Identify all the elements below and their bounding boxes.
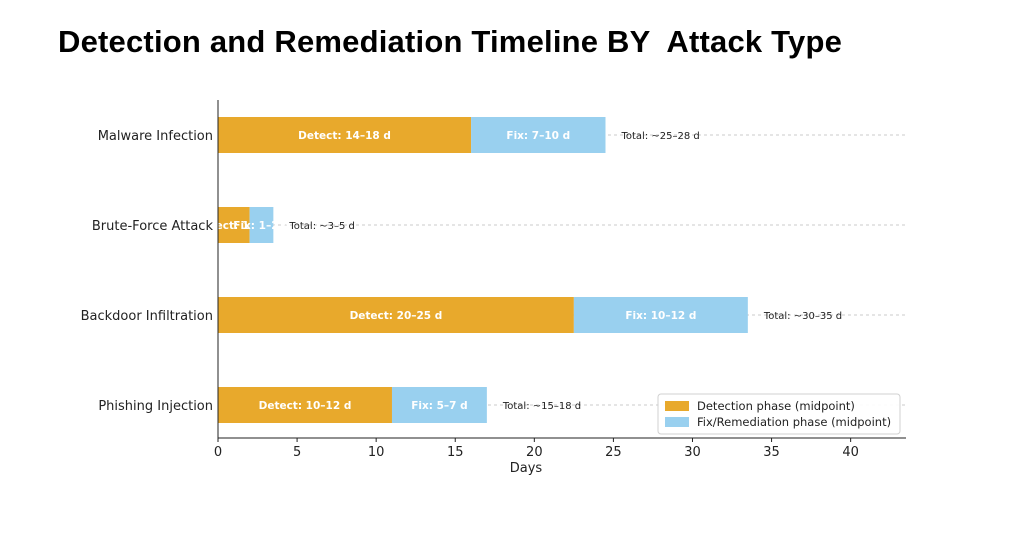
bar-label: Fix: 7–10 d bbox=[506, 130, 570, 142]
x-tick-label: 0 bbox=[214, 445, 222, 460]
x-tick-label: 15 bbox=[447, 445, 464, 460]
x-tick-label: 20 bbox=[526, 445, 543, 460]
bar-detect bbox=[218, 207, 250, 243]
total-label: Total: ~30–35 d bbox=[763, 311, 842, 322]
bar-detect bbox=[218, 387, 392, 423]
x-tick-label: 5 bbox=[293, 445, 301, 460]
category-label: Phishing Injection bbox=[98, 399, 213, 414]
chart-title: Detection and Remediation Timeline BY At… bbox=[58, 24, 843, 59]
category-label: Malware Infection bbox=[98, 129, 213, 144]
x-axis-label: Days bbox=[510, 461, 543, 476]
x-tick-label: 25 bbox=[605, 445, 622, 460]
x-tick-label: 10 bbox=[368, 445, 385, 460]
legend-box bbox=[657, 393, 901, 435]
bar-detect bbox=[218, 117, 472, 153]
bar-label: Fix: 5–7 d bbox=[411, 400, 467, 412]
bar-fix bbox=[249, 207, 274, 243]
legend-label: Fix/Remediation phase (midpoint) bbox=[697, 415, 891, 429]
x-tick-label: 40 bbox=[842, 445, 859, 460]
bar-label: Fix: 1–2 d bbox=[233, 220, 289, 232]
bar-detect bbox=[218, 297, 574, 333]
bar-fix bbox=[471, 117, 606, 153]
x-tick-label: 35 bbox=[763, 445, 780, 460]
category-label: Backdoor Infiltration bbox=[81, 309, 213, 324]
legend-swatch bbox=[665, 417, 689, 427]
total-label: Total: ~3–5 d bbox=[288, 221, 355, 232]
legend-swatch bbox=[665, 401, 689, 411]
x-tick-label: 30 bbox=[684, 445, 701, 460]
bar-label: Detect: 14–18 d bbox=[298, 130, 391, 142]
bar-label: Detect: 10–12 d bbox=[259, 400, 352, 412]
bar-fix bbox=[391, 387, 487, 423]
bar-label: Fix: 10–12 d bbox=[625, 310, 696, 322]
bar-label: Detect: 20–25 d bbox=[350, 310, 443, 322]
total-label: Total: ~15–18 d bbox=[502, 401, 581, 412]
legend-label: Detection phase (midpoint) bbox=[697, 399, 855, 413]
bar-fix bbox=[573, 297, 748, 333]
category-label: Brute-Force Attack bbox=[92, 219, 214, 234]
total-label: Total: ~25–28 d bbox=[620, 131, 699, 142]
